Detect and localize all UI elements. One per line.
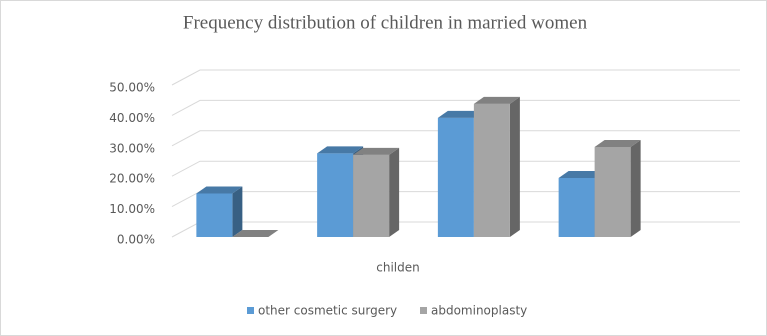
legend-label: other cosmetic surgery [258, 304, 397, 318]
bar [196, 186, 243, 237]
legend-swatch [247, 307, 254, 314]
y-tick-label: 40.00% [109, 111, 155, 125]
bar-front [437, 117, 474, 237]
bar-side [630, 140, 641, 237]
bar-top [437, 110, 484, 118]
bar-top [196, 186, 243, 194]
bar-front [196, 193, 233, 237]
bar-front [473, 103, 510, 238]
bar-top [353, 147, 400, 155]
bar [232, 230, 279, 237]
bar [353, 147, 400, 237]
chart-title: Frequency distribution of children in ma… [183, 12, 588, 33]
bar-side [509, 96, 520, 238]
grid-line [171, 130, 740, 147]
bar-front [353, 154, 390, 237]
y-tick-label: 10.00% [109, 202, 155, 216]
legend-swatch [420, 307, 427, 314]
y-tick-label: 50.00% [109, 81, 155, 95]
bar-side [389, 147, 400, 237]
bar-top [317, 146, 364, 154]
grid-line [171, 160, 740, 177]
bar-front [594, 147, 631, 237]
grid-line [171, 69, 740, 86]
bar-top [558, 171, 605, 179]
bar-top [232, 230, 279, 237]
y-tick-label: 30.00% [109, 141, 155, 155]
y-tick-label: 20.00% [109, 172, 155, 186]
bar [473, 96, 520, 238]
bar-front [317, 153, 354, 237]
x-axis-label: childen [376, 261, 419, 275]
legend-label: abdominoplasty [431, 304, 527, 318]
bar-top [473, 96, 520, 104]
y-tick-label: 0.00% [117, 233, 155, 247]
grid-line [171, 99, 740, 116]
bar-front [558, 178, 595, 237]
bar [594, 140, 641, 237]
bar-top [594, 140, 641, 148]
bar-side [232, 186, 243, 237]
